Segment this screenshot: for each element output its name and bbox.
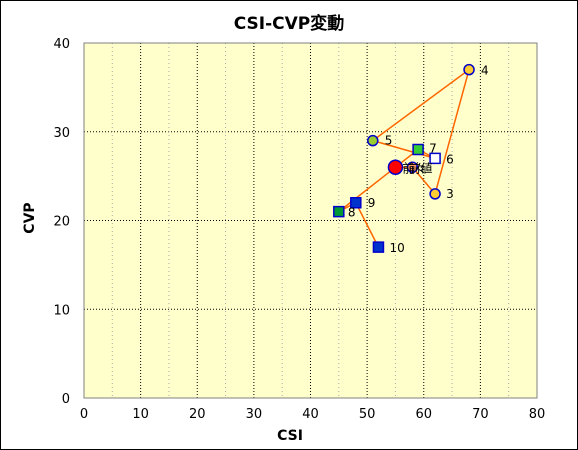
- y-axis-label: CVP: [22, 202, 38, 234]
- data-point-label: 8: [348, 206, 356, 220]
- data-point-square: [412, 143, 424, 156]
- data-point-label: 9: [368, 196, 376, 210]
- data-point-label: 5: [385, 134, 393, 148]
- data-point-square: [350, 197, 362, 209]
- x-tick-label: 60: [415, 407, 432, 422]
- y-tick-label: 20: [53, 215, 70, 230]
- data-point-label: 前値: [408, 160, 432, 175]
- y-tick-label: 10: [53, 303, 70, 318]
- x-tick-label: 10: [132, 407, 149, 422]
- x-tick-label: 70: [472, 407, 489, 422]
- y-tick-label: 40: [53, 37, 70, 52]
- data-point-label: 3: [446, 187, 454, 201]
- y-tick-label: 30: [53, 126, 70, 141]
- data-point-square: [372, 241, 385, 253]
- data-point-current: [387, 159, 404, 175]
- data-point-circle: [367, 134, 379, 147]
- data-point-label: 6: [446, 152, 454, 166]
- x-tick-label: 50: [359, 407, 376, 422]
- data-point-square: [429, 152, 441, 165]
- data-point-circle: [406, 161, 419, 173]
- x-axis-label: CSI: [277, 428, 303, 444]
- x-tick-label: 30: [246, 407, 263, 422]
- data-point-label: 前々: [402, 160, 426, 175]
- data-point-label: 10: [389, 241, 404, 255]
- data-point-label: 7: [429, 142, 437, 156]
- x-tick-label: 20: [189, 407, 206, 422]
- plot-border: [83, 42, 538, 399]
- y-tick-label: 0: [62, 392, 70, 407]
- data-point-square: [333, 205, 345, 218]
- x-tick-label: 40: [302, 407, 319, 422]
- data-point-circle: [463, 63, 475, 76]
- x-tick-label: 80: [529, 407, 546, 422]
- chart-title: CSI-CVP変動: [233, 14, 345, 34]
- data-point-label: 4: [481, 64, 489, 78]
- x-tick-label: 0: [80, 407, 88, 422]
- series-line: [338, 67, 471, 248]
- data-point-circle: [429, 188, 441, 200]
